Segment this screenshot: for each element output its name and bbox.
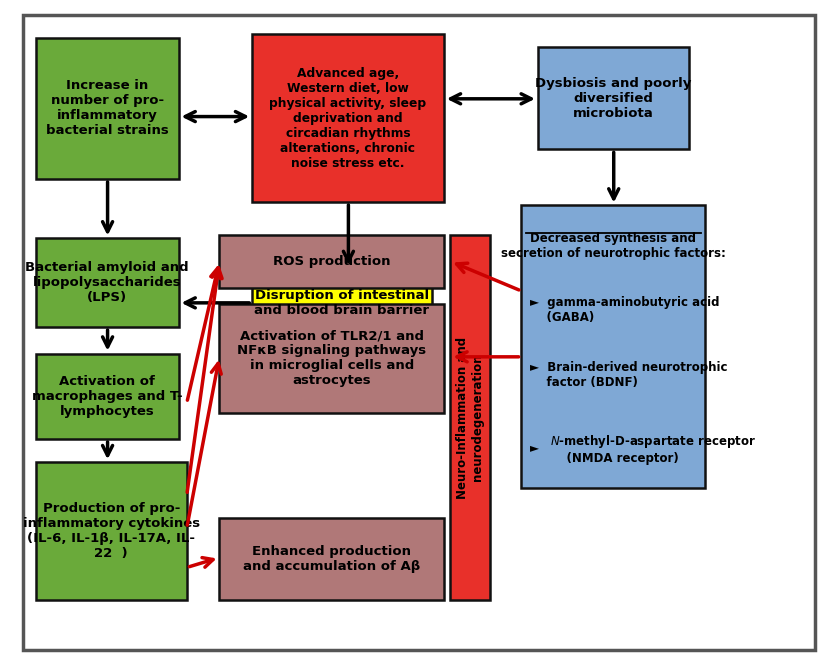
- Text: ROS production: ROS production: [272, 255, 390, 268]
- Text: Dysbiosis and poorly
diversified
microbiota: Dysbiosis and poorly diversified microbi…: [535, 77, 691, 120]
- FancyBboxPatch shape: [252, 268, 431, 337]
- FancyBboxPatch shape: [219, 235, 443, 288]
- Text: $N$-methyl-D-aspartate receptor
    (NMDA receptor): $N$-methyl-D-aspartate receptor (NMDA re…: [550, 433, 755, 465]
- FancyBboxPatch shape: [36, 239, 178, 327]
- Text: ►  gamma-aminobutyric acid
    (GABA): ► gamma-aminobutyric acid (GABA): [529, 296, 718, 324]
- Text: Increase in
number of pro-
inflammatory
bacterial strains: Increase in number of pro- inflammatory …: [46, 79, 168, 137]
- FancyBboxPatch shape: [219, 304, 443, 412]
- Text: Enhanced production
and accumulation of Aβ: Enhanced production and accumulation of …: [243, 545, 420, 573]
- FancyBboxPatch shape: [521, 206, 705, 488]
- Text: Activation of
macrophages and T-
lymphocytes: Activation of macrophages and T- lymphoc…: [31, 375, 182, 418]
- FancyBboxPatch shape: [252, 34, 443, 202]
- Text: ►: ►: [529, 442, 546, 455]
- Text: Production of pro-
inflammatory cytokines
(IL-6, IL-1β, IL-17A, IL-
22  ): Production of pro- inflammatory cytokine…: [22, 502, 200, 561]
- Text: Bacterial amyloid and
lipopolysaccharides
(LPS): Bacterial amyloid and lipopolysaccharide…: [26, 261, 189, 304]
- FancyBboxPatch shape: [450, 235, 489, 600]
- FancyBboxPatch shape: [219, 518, 443, 600]
- Text: Activation of TLR2/1 and
NFκB signaling pathways
in microglial cells and
astrocy: Activation of TLR2/1 and NFκB signaling …: [237, 329, 426, 387]
- Text: Disruption of intestinal
and blood brain barrier: Disruption of intestinal and blood brain…: [254, 288, 429, 317]
- Text: Neuro-Inflammation and
neurodegeneration: Neuro-Inflammation and neurodegeneration: [455, 336, 484, 499]
- FancyBboxPatch shape: [36, 462, 186, 600]
- Text: Decreased synthesis and
secretion of neurotrophic factors:: Decreased synthesis and secretion of neu…: [500, 232, 724, 260]
- FancyBboxPatch shape: [537, 48, 688, 149]
- FancyBboxPatch shape: [36, 354, 178, 439]
- Text: Advanced age,
Western diet, low
physical activity, sleep
deprivation and
circadi: Advanced age, Western diet, low physical…: [269, 67, 426, 170]
- Text: ►  Brain-derived neurotrophic
    factor (BDNF): ► Brain-derived neurotrophic factor (BDN…: [529, 362, 726, 389]
- FancyBboxPatch shape: [36, 38, 178, 179]
